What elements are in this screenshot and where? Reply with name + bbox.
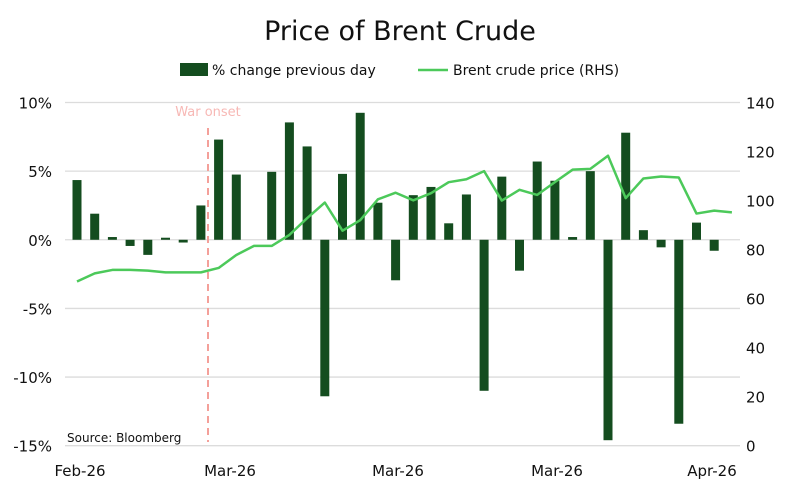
y-left-tick-label: 5%	[28, 163, 52, 181]
y-right-tick-label: 0	[746, 438, 756, 456]
legend-bar-label: % change previous day	[212, 63, 376, 79]
bar	[196, 205, 206, 240]
y-left-tick-label: -15%	[13, 438, 52, 456]
bar	[355, 112, 365, 240]
y-right-tick-label: 60	[746, 291, 765, 309]
price-line	[76, 154, 733, 283]
bar	[161, 237, 170, 240]
bar	[603, 239, 613, 441]
bar	[497, 176, 507, 240]
legend-bar-swatch	[180, 63, 208, 76]
bar	[107, 237, 117, 240]
bar	[638, 230, 648, 240]
bar	[426, 186, 436, 240]
y-left-tick-label: -10%	[13, 369, 52, 387]
bar	[72, 180, 82, 240]
legend: % change previous day Brent crude price …	[180, 63, 619, 79]
bar	[408, 195, 418, 240]
bar	[125, 239, 135, 246]
bar	[568, 237, 578, 240]
x-tick-label: Mar-26	[372, 462, 424, 480]
bar	[656, 239, 666, 248]
bar	[391, 239, 401, 281]
legend-line-label: Brent crude price (RHS)	[453, 63, 619, 79]
y-right-tick-label: 100	[746, 193, 775, 211]
bar	[90, 213, 100, 240]
bar	[267, 171, 277, 240]
x-tick-label: Mar-26	[531, 462, 583, 480]
war-onset-label: War onset	[175, 105, 241, 120]
bar	[284, 122, 294, 240]
bar	[461, 194, 471, 240]
bar	[338, 173, 347, 240]
bar	[444, 223, 454, 240]
y-right-tick-label: 120	[746, 144, 775, 162]
chart-title: Price of Brent Crude	[264, 16, 536, 47]
bar	[373, 202, 383, 240]
bar	[178, 239, 188, 243]
y-right-tick-label: 80	[746, 242, 765, 260]
bar	[302, 146, 312, 240]
bar	[621, 132, 631, 240]
bar	[143, 239, 153, 255]
bar	[692, 222, 701, 240]
y-left-tick-label: 0%	[28, 232, 52, 250]
y-right-tick-label: 20	[746, 389, 765, 407]
x-tick-label: Feb-26	[54, 462, 105, 480]
y-left-tick-label: 10%	[19, 95, 52, 113]
bar	[515, 239, 524, 271]
y-left-tick-label: -5%	[23, 300, 52, 318]
bar	[231, 174, 241, 240]
bar	[214, 139, 224, 240]
y-right-tick-label: 40	[746, 340, 765, 358]
y-right-tick-label: 140	[746, 95, 775, 113]
x-tick-label: Apr-26	[687, 462, 737, 480]
bar	[585, 171, 595, 240]
bar	[320, 239, 330, 397]
bar	[550, 180, 560, 240]
bar	[479, 239, 489, 391]
bar	[532, 161, 542, 240]
bar	[709, 239, 719, 251]
bar	[674, 239, 684, 424]
x-tick-label: Mar-26	[204, 462, 256, 480]
source-note: Source: Bloomberg	[67, 431, 181, 445]
